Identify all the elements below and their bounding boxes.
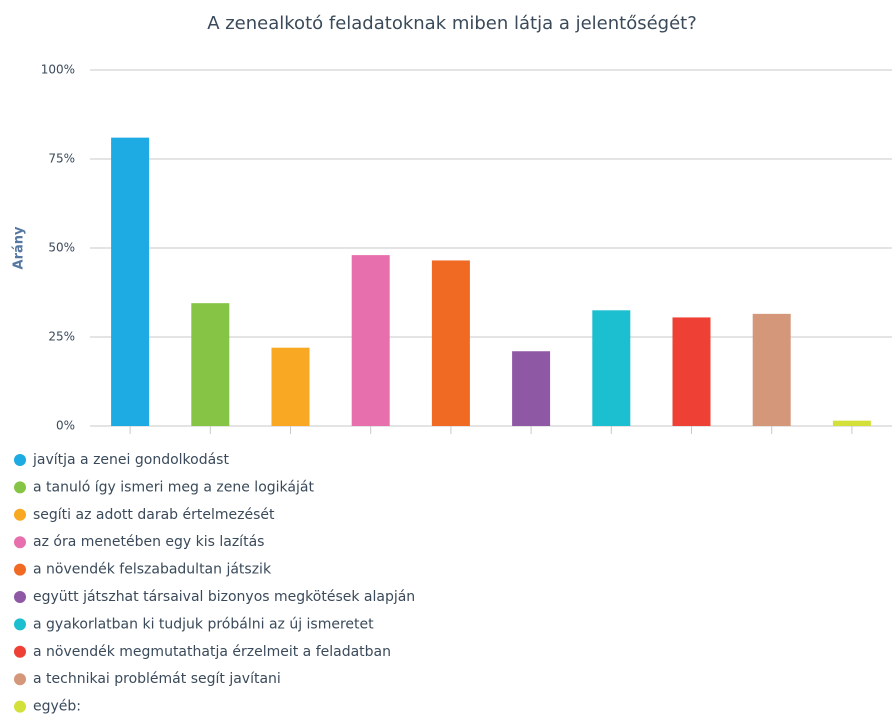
bar (832, 420, 871, 426)
legend-label: a tanuló így ismeri meg a zene logikáját (33, 479, 314, 495)
legend-label: segíti az adott darab értelmezését (33, 507, 275, 523)
legend-label: együtt játszhat társaival bizonyos megkö… (33, 589, 415, 605)
legend-label: az óra menetében egy kis lazítás (33, 534, 264, 550)
legend-marker (14, 591, 26, 603)
bar (351, 255, 390, 426)
bar (512, 351, 551, 426)
legend-marker (14, 508, 26, 521)
legend-marker (14, 536, 26, 549)
y-tick-label: 50% (48, 241, 75, 255)
y-tick-label: 0% (56, 419, 75, 433)
legend-marker (14, 645, 26, 658)
bar (431, 260, 470, 426)
legend-marker (14, 563, 26, 576)
legend-label: javítja a zenei gondolkodást (32, 452, 229, 468)
y-tick-label: 100% (41, 63, 75, 77)
legend-marker (14, 481, 26, 494)
legend-label: a technikai problémát segít javítani (33, 671, 281, 687)
y-tick-label: 75% (48, 152, 75, 166)
legend-marker (14, 454, 26, 466)
bar (191, 303, 230, 426)
legend-marker (14, 673, 26, 686)
legend-label: a gyakorlatban ki tudjuk próbálni az új … (33, 616, 374, 632)
legend-marker (14, 700, 26, 713)
bar (592, 310, 631, 426)
y-axis-label: Arány (12, 226, 27, 269)
bar (752, 313, 791, 426)
legend-label: egyéb: (33, 699, 81, 714)
legend-label: a növendék felszabadultan játszik (33, 562, 272, 578)
bar (111, 137, 150, 426)
legend-label: a növendék megmutathatja érzelmeit a fel… (33, 644, 391, 660)
legend-marker (14, 618, 26, 631)
chart-title: A zenealkotó feladatoknak miben látja a … (207, 13, 697, 34)
bar (271, 347, 310, 426)
bar (672, 317, 711, 426)
y-tick-label: 25% (48, 330, 75, 344)
